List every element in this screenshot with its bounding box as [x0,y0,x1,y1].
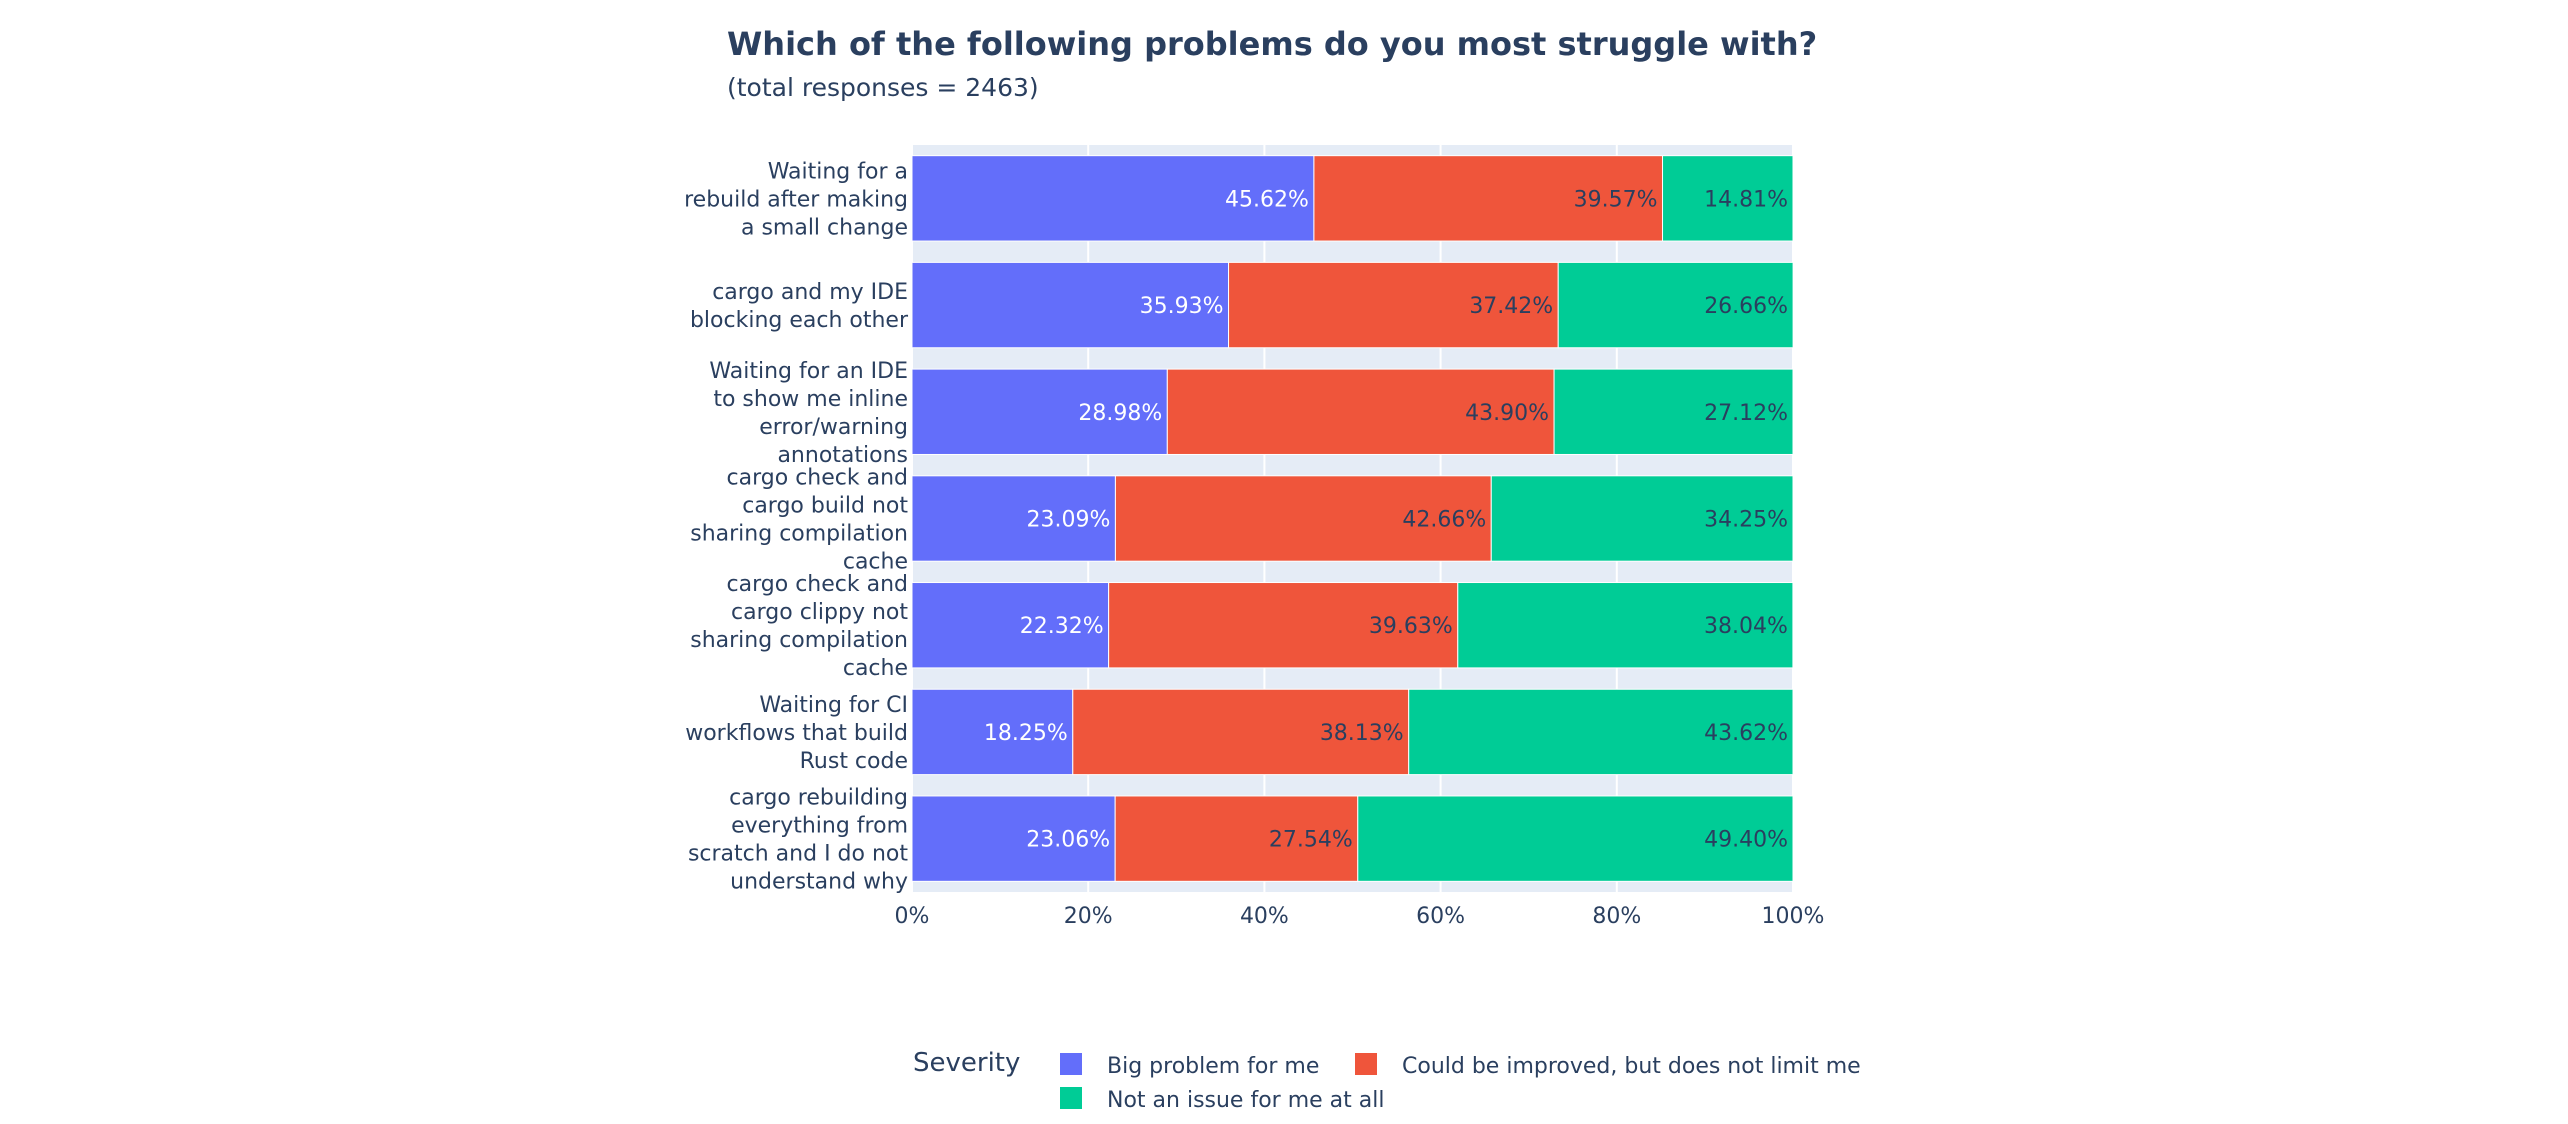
bar-segment [1072,688,1410,776]
bar-data-label: 28.98% [1078,401,1162,426]
x-tick-label: 0% [895,904,930,929]
legend: Severity Big problem for me Could be impro… [913,1048,1861,1113]
y-category-label-line: Waiting for an IDE [709,359,908,384]
y-category-label-line: cargo rebuilding [729,786,908,811]
bar-data-label: 26.66% [1704,294,1788,319]
bar-segment [1114,475,1492,562]
x-tick-label: 60% [1416,904,1465,929]
y-category-label-line: blocking each other [690,308,909,333]
y-category-label: cargo and my IDE blocking each other [690,280,909,333]
bar-data-label: 22.32% [1020,614,1104,639]
y-category-label: cargo rebuilding everything from scratch a… [688,786,908,895]
y-category-label: cargo check and cargo clippy not sharing c… [690,572,908,681]
legend-item[interactable]: Could be improved, but does not limit me [1355,1053,1861,1079]
bar-data-label: 35.93% [1140,294,1224,319]
bar-data-label: 43.62% [1704,721,1788,746]
y-category-label-line: annotations [777,443,908,468]
y-category-label-line: cache [843,550,908,575]
chart-title: Which of the following problems do you m… [727,25,1817,63]
legend-swatch [1060,1053,1082,1075]
y-category-label-line: sharing compilation [690,522,908,547]
legend-swatch [1355,1053,1377,1075]
bar-segment [911,368,1168,455]
bar-data-label: 23.06% [1026,828,1110,853]
bar-data-label: 27.54% [1269,828,1353,853]
legend-label: Big problem for me [1107,1054,1319,1079]
x-tick-label: 80% [1592,904,1641,929]
bar-data-label: 43.90% [1465,401,1549,426]
legend-label: Could be improved, but does not limit me [1402,1054,1861,1079]
legend-label: Not an issue for me at all [1107,1088,1384,1113]
bar-segment [1313,155,1664,242]
y-category-label-line: sharing compilation [690,628,908,653]
bar-data-label: 42.66% [1402,508,1486,533]
y-category-label-line: Waiting for a [768,159,908,184]
bar-data-label: 27.12% [1704,401,1788,426]
y-category-label-line: to show me inline [713,387,908,412]
bar-segment [1662,155,1794,242]
bar-data-label: 23.09% [1027,508,1111,533]
y-category-label: Waiting for CI workflows that build Rust c… [685,693,908,774]
y-category-label: Waiting for an IDE to show me inline error… [709,359,908,468]
legend-title: Severity [913,1048,1020,1078]
legend-item[interactable]: Big problem for me [1060,1053,1319,1079]
bar-segment [1557,261,1794,349]
y-category-label-line: cargo clippy not [731,600,908,625]
bar-segment [1108,582,1459,669]
legend-item[interactable]: Not an issue for me at all [1060,1087,1384,1113]
y-category-label-line: error/warning [759,415,908,440]
plot-area: 0% 20% 40% 60% 80% 100% 45.62% 39.57% 14.81% Wait… [684,145,1824,929]
bar-data-label: 39.57% [1574,187,1658,212]
y-category-label-line: a small change [741,215,908,240]
y-category-label-line: Rust code [800,749,908,774]
y-category-label: Waiting for a rebuild after making a small… [684,159,908,240]
y-category-label-line: workflows that build [685,721,908,746]
bar-segment [1490,475,1794,562]
bar-segment [1457,582,1794,669]
bar-data-label: 18.25% [984,721,1068,746]
bar-segment [911,688,1074,776]
bar-data-label: 37.42% [1469,294,1553,319]
bar-segment [1553,368,1794,455]
y-category-label: cargo check and cargo build not sharing co… [690,466,908,575]
y-category-label-line: understand why [730,870,908,895]
x-tick-label: 20% [1064,904,1113,929]
bar-data-label: 34.25% [1704,508,1788,533]
chart-subtitle: (total responses = 2463) [727,73,1039,102]
bar-segment [1166,368,1555,455]
bar-segment [1228,261,1559,349]
bar-segment [1408,688,1794,776]
y-category-label-line: cargo build not [742,494,908,519]
bar-segment [1357,795,1794,882]
bar-data-label: 49.40% [1704,828,1788,853]
bar-data-label: 38.13% [1320,721,1404,746]
bar-segment [911,261,1230,349]
legend-swatch [1060,1087,1082,1109]
bar-segment [911,795,1116,882]
y-category-label-line: scratch and I do not [688,842,908,867]
x-tick-label: 40% [1240,904,1289,929]
bar-data-label: 38.04% [1704,614,1788,639]
y-category-label-line: Waiting for CI [759,693,908,718]
bar-segment [911,475,1116,562]
y-category-label-line: cargo check and [727,466,908,491]
y-category-label-line: cargo check and [727,572,908,597]
y-category-label-line: everything from [731,814,908,839]
x-tick-label: 100% [1762,904,1825,929]
y-category-label-line: cache [843,656,908,681]
bar-data-label: 39.63% [1369,614,1453,639]
bar-data-label: 45.62% [1225,187,1309,212]
y-category-label-line: rebuild after making [684,187,908,212]
bar-segment [911,582,1110,669]
y-category-label-line: cargo and my IDE [712,280,908,305]
bar-data-label: 14.81% [1704,187,1788,212]
